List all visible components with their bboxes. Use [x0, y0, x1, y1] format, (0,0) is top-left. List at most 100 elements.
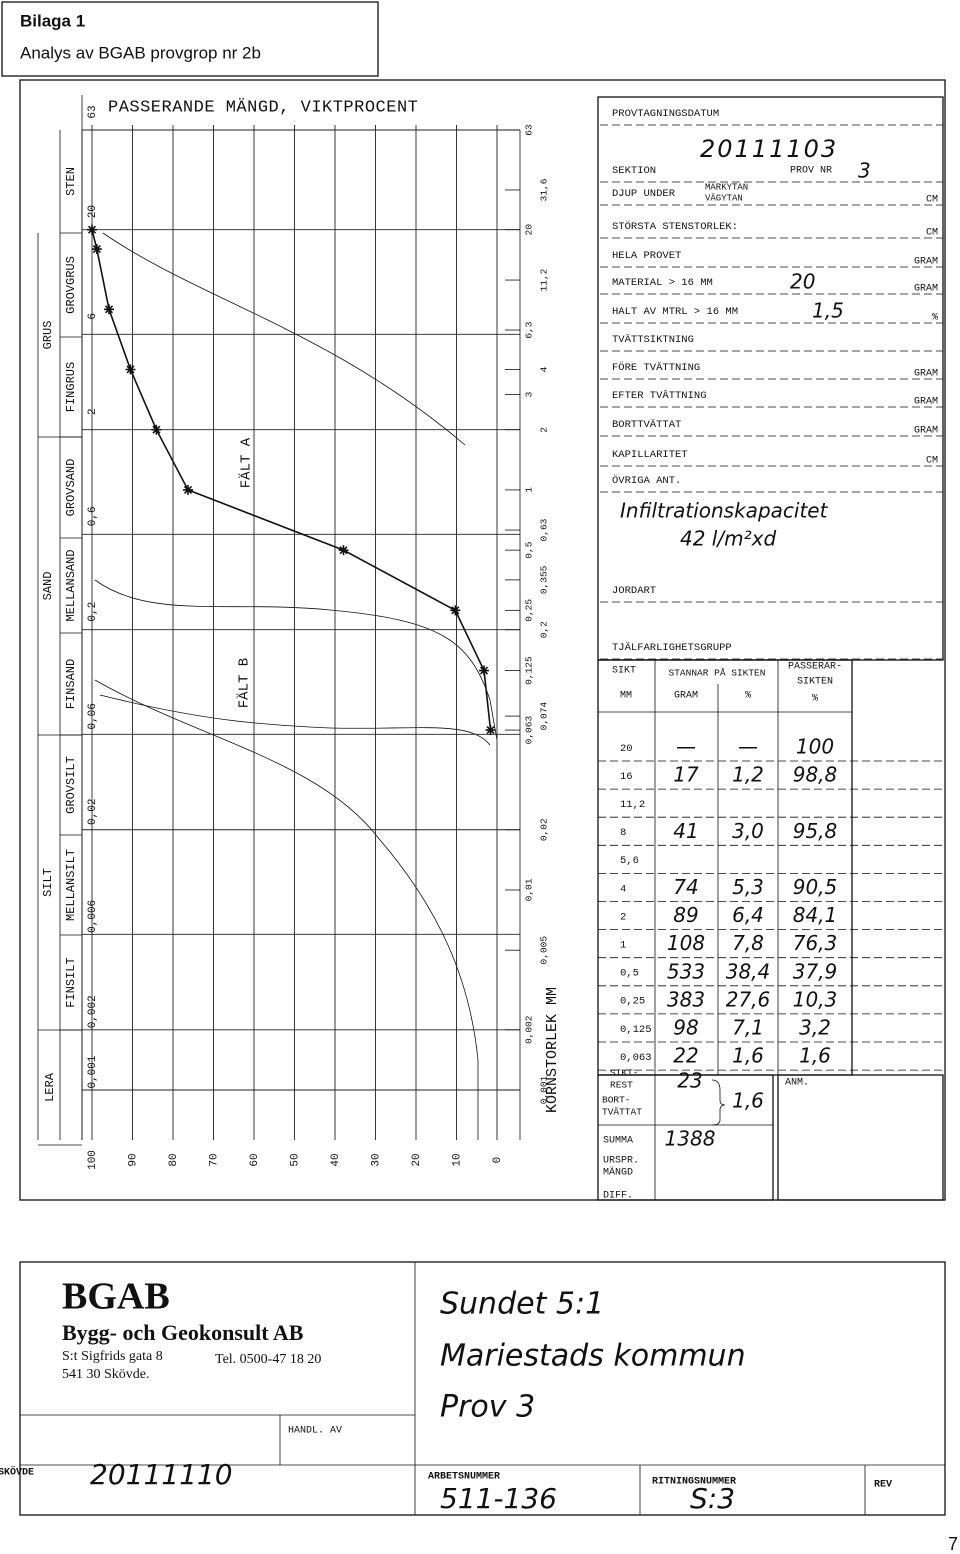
field-label: SKÖVDE [0, 1466, 34, 1479]
field-a-curve [102, 232, 466, 446]
sieve-tick-label: 0,02 [539, 818, 550, 841]
handwriting: 17 [673, 763, 699, 787]
handwriting: 6,4 [732, 903, 764, 927]
y-tick-label: 100 [87, 1150, 99, 1170]
x-tick-label: 0,2 [87, 602, 99, 622]
header-title: Analys av BGAB provgrop nr 2b [20, 43, 261, 62]
table-label: URSPR. [603, 1156, 639, 1167]
handwriting: 108 [667, 931, 705, 955]
form-label: PROVTAGNINGSDATUM [612, 108, 719, 120]
handwriting: Sundet 5:1 [440, 1287, 604, 1322]
header-box [1, 1, 379, 77]
sieve-tick-label: 31,6 [539, 178, 550, 201]
fraction-label: GROVSAND [64, 459, 78, 517]
handwriting: 95,8 [793, 819, 838, 843]
fraction-label: STEN [64, 167, 78, 196]
remark-box [777, 1074, 944, 1201]
handwriting: — [738, 735, 758, 759]
page-number: 7 [948, 1534, 958, 1554]
star-marker [479, 665, 490, 676]
bracket [711, 1079, 726, 1126]
form-sub: VÄGYTAN [705, 193, 743, 203]
form-unit: CM [926, 228, 938, 239]
form-unit: CM [926, 456, 938, 467]
form-label: KAPILLARITET [612, 449, 688, 461]
y-tick-label: 80 [168, 1153, 180, 1166]
table-header: % [745, 691, 751, 702]
form-unit: GRAM [914, 257, 938, 268]
x-axis-title: KORNSTORLEK MM [544, 987, 561, 1113]
y-tick-label: 60 [249, 1153, 261, 1166]
fraction-label: GROVSILT [64, 756, 78, 814]
sieve-size: 0,5 [620, 968, 639, 980]
handwriting: 20 [790, 270, 815, 294]
form-label: FÖRE TVÄTTNING [612, 361, 700, 374]
sieve-table [597, 659, 853, 1076]
annotation: FÄLT B [235, 658, 253, 708]
sieve-size: 0,25 [620, 996, 645, 1008]
form-label: MATERIAL > 16 MM [612, 277, 713, 289]
handwriting: 7,8 [732, 931, 764, 955]
handwriting: 84,1 [793, 903, 838, 927]
table-header: GRAM [674, 691, 698, 702]
form-label: SEKTION [612, 165, 656, 177]
sieve-tick-label: 0,002 [524, 1015, 535, 1044]
form-unit: GRAM [914, 426, 938, 437]
city: 541 30 Skövde. [62, 1367, 150, 1382]
sieve-tick-label: 0,001 [539, 1075, 550, 1104]
handwriting: 89 [673, 903, 698, 927]
handwriting: 23 [677, 1069, 702, 1093]
address: S:t Sigfrids gata 8 [62, 1349, 163, 1364]
sieve-size: 0,063 [620, 1052, 652, 1064]
star-marker [151, 424, 162, 435]
star-marker [104, 304, 115, 315]
table-label: DIFF. [603, 1191, 633, 1202]
fraction-label: MELLANSILT [64, 849, 78, 921]
handwriting: 37,9 [793, 959, 838, 983]
sieve-tick-label: 0,63 [539, 518, 550, 541]
handwriting: 5,3 [732, 875, 764, 899]
form-unit: GRAM [914, 284, 938, 295]
field-label: HANDL. AV [288, 1426, 342, 1437]
form-label: ÖVRIGA ANT. [612, 474, 681, 487]
handwriting: 3 [858, 159, 871, 183]
sieve-size: 2 [620, 911, 626, 923]
handwriting: 511-136 [440, 1482, 557, 1515]
x-tick-label: 0,02 [87, 799, 99, 825]
handwriting: 98 [673, 1016, 698, 1040]
table-label: SUMMA [603, 1136, 633, 1147]
x-tick-label: 2 [87, 408, 99, 415]
sieve-tick-label: 6,3 [524, 321, 535, 338]
form-label: TJÄLFARLIGHETSGRUPP [612, 641, 732, 654]
y-tick-label: 0 [492, 1157, 504, 1164]
form-unit: GRAM [914, 369, 938, 380]
table-header: PASSERAR- [788, 662, 842, 673]
handwriting: 38,4 [726, 959, 771, 983]
form-frame [19, 79, 946, 1201]
form-unit: % [932, 313, 938, 324]
grading-curve [91, 229, 492, 731]
y-tick-label: 30 [370, 1153, 382, 1166]
sieve-size: 1 [620, 939, 626, 951]
table-label: TVÄTTAT [602, 1107, 642, 1118]
handwriting: 3,0 [732, 819, 764, 843]
fraction-label: FINSAND [64, 659, 78, 709]
handwriting: 98,8 [793, 763, 838, 787]
fraction-label: MELLANSAND [64, 549, 78, 621]
star-marker [450, 605, 461, 616]
field-a-curve [94, 579, 498, 741]
form-label: JORDART [612, 585, 656, 597]
star-marker [91, 244, 102, 255]
handwriting: 7,1 [732, 1016, 764, 1040]
form-unit: GRAM [914, 397, 938, 408]
handwriting: 100 [796, 735, 834, 759]
table-label: MÄNGD [603, 1166, 633, 1179]
form-box [597, 96, 944, 661]
table-label: SIKT- [610, 1068, 639, 1079]
table-header: % [812, 694, 818, 705]
sieve-size: 16 [620, 771, 633, 783]
phone: Tel. 0500-47 18 20 [215, 1352, 321, 1367]
handwriting: 76,3 [793, 931, 838, 955]
form-label: HALT AV MTRL > 16 MM [612, 306, 738, 318]
